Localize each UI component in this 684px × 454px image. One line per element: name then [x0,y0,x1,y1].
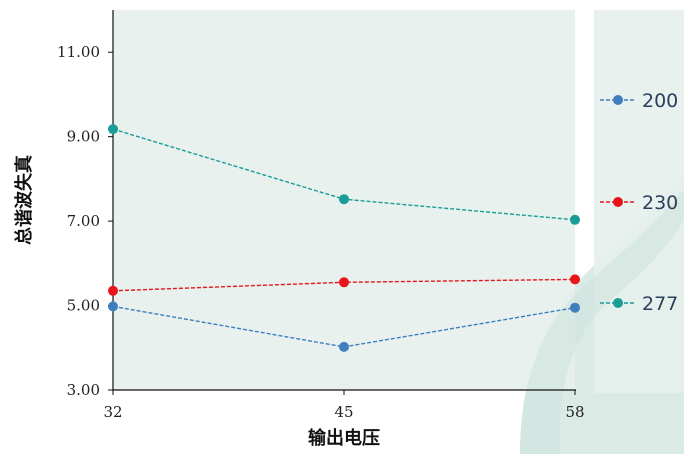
data-point-200 [339,341,349,352]
y-tick-label: 9.00 [67,128,100,146]
legend: 200 230 277 [600,90,678,315]
data-point-200 [108,301,118,312]
y-tick-label: 3.00 [67,381,100,399]
data-point-230 [570,274,580,285]
data-point-230 [339,277,349,288]
data-point-277 [339,194,349,205]
data-point-277 [108,124,118,135]
x-tick-label: 58 [565,403,584,421]
y-tick-label: 11.00 [57,43,100,61]
watermark-shape-overlay [520,190,684,454]
series-layer [108,124,580,352]
legend-marker-200 [613,95,623,105]
legend-label-200: 200 [642,90,678,112]
x-tick-label: 45 [334,403,353,421]
x-axis-title: 输出电压 [308,427,380,449]
legend-label-230: 230 [642,192,678,214]
data-point-277 [570,214,580,225]
x-tick-label: 32 [103,403,122,421]
data-point-200 [570,302,580,313]
y-tick-label: 5.00 [67,297,100,315]
y-axis-ticks: 3.00 5.00 7.00 9.00 11.00 [57,43,113,399]
data-point-230 [108,285,118,296]
legend-marker-277 [613,298,623,308]
y-tick-label: 7.00 [67,212,100,230]
x-axis-ticks: 32 45 58 [103,390,585,421]
legend-label-277: 277 [642,293,678,315]
y-axis-title: 总谐波失真 [13,155,35,245]
legend-marker-230 [613,197,623,207]
